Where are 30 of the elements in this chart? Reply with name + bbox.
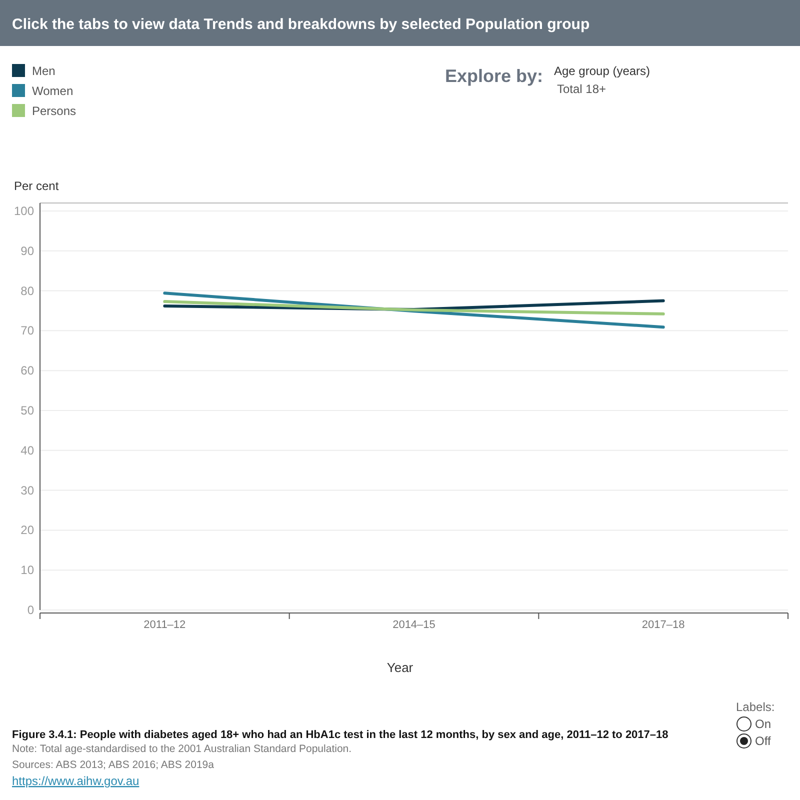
source-note: Sources: ABS 2013; ABS 2016; ABS 2019a: [12, 759, 214, 771]
y-tick-label: 40: [20, 443, 34, 458]
text: https://www.aihw.gov.au: [12, 774, 140, 788]
x-tick-label: 2014–15: [392, 619, 436, 631]
y-axis-title: Per cent: [14, 179, 60, 193]
y-tick-label: 100: [14, 204, 34, 218]
x-tick-label: 2017–18: [642, 619, 685, 631]
text: Note: Total age-standardised to the 2001 Australian Standard Population.: [12, 743, 352, 755]
text: Explore by:: [445, 66, 544, 86]
x-axis-title: Year: [386, 660, 414, 675]
text: On: [755, 717, 772, 731]
legend-label: Persons: [32, 104, 76, 118]
y-tick-label: 30: [20, 483, 34, 498]
legend-label: Men: [32, 64, 56, 78]
y-tick-label: 60: [20, 364, 34, 378]
y-tick-label: 90: [20, 244, 34, 258]
x-tick-label: 2011–12: [144, 619, 186, 631]
text: Total 18+: [557, 82, 606, 96]
y-tick-label: 0: [27, 603, 34, 617]
y-tick-label: 80: [20, 284, 34, 298]
y-tick-label: 50: [20, 403, 34, 418]
y-tick-label: 70: [20, 324, 34, 338]
text: Click the tabs to view data Trends and breakdowns by selected Population group: [12, 16, 590, 33]
legend-label: Women: [32, 84, 74, 98]
y-tick-label: 10: [20, 563, 34, 578]
text: Figure 3.4.1: People with diabetes aged 18+ who had an HbA1c test in the last 12 months, by sex and age, 2011–12 to 2017–18: [12, 729, 668, 741]
text: Age group (years): [554, 64, 650, 78]
text: Labels:: [736, 700, 775, 714]
y-tick-label: 20: [20, 523, 34, 538]
text: Off: [755, 734, 772, 748]
